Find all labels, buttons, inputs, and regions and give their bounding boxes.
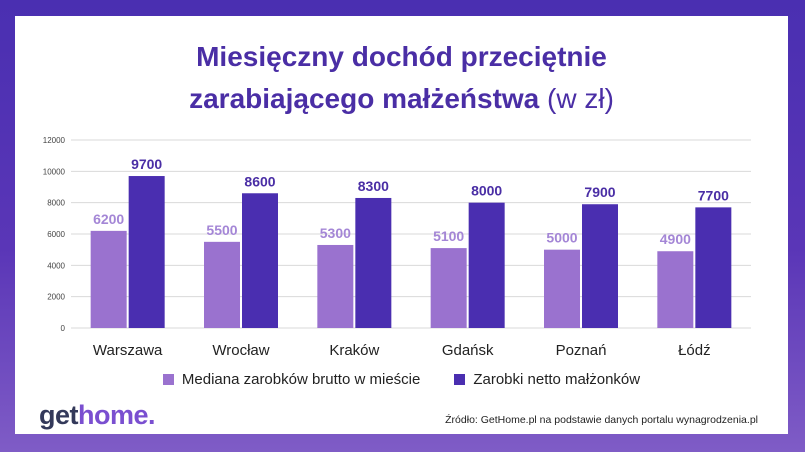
data-label-1-6: 4900 xyxy=(660,231,691,247)
data-label-1-5: 5000 xyxy=(546,230,577,246)
bar-1-6 xyxy=(657,251,694,328)
bar-chart: 0 2000 4000 6000 8000 10000 12000 6200 9700 Warsz… xyxy=(43,136,751,359)
data-label-1-2: 5500 xyxy=(206,222,237,238)
legend: Mediana zarobków brutto w mieście Zarobk… xyxy=(15,371,788,388)
data-label-2-4: 8000 xyxy=(471,183,502,199)
y-tick-label-6000: 6000 xyxy=(47,230,65,239)
x-tick-label-3: Kraków xyxy=(329,342,379,359)
x-tick-label-6: Łódź xyxy=(678,342,711,359)
chart-card: Miesięczny dochód przeciętnie zarabiając… xyxy=(15,16,788,434)
bar-2-1 xyxy=(128,176,165,328)
y-tick-label-8000: 8000 xyxy=(47,199,65,208)
title-line-1: Miesięczny dochód przeciętnie xyxy=(196,41,607,72)
x-tick-label-2: Wrocław xyxy=(212,342,269,359)
bar-1-4 xyxy=(430,248,467,328)
data-label-2-5: 7900 xyxy=(584,184,615,200)
y-tick-label-0: 0 xyxy=(61,324,66,333)
bar-1-1 xyxy=(90,230,127,328)
data-label-2-2: 8600 xyxy=(244,173,275,189)
title-unit: (w zł) xyxy=(547,83,614,114)
data-label-1-1: 6200 xyxy=(93,211,124,227)
title-line-2: zarabiającego małżeństwa xyxy=(189,83,540,114)
x-tick-label-1: Warszawa xyxy=(93,342,163,359)
legend-item-series-2: Zarobki netto małżonków xyxy=(454,371,640,388)
logo-part-get: get xyxy=(39,400,79,430)
legend-label-series-1: Mediana zarobków brutto w mieście xyxy=(181,371,421,388)
x-tick-label-4: Gdańsk xyxy=(442,342,494,359)
bar-2-5 xyxy=(582,204,618,328)
bar-1-3 xyxy=(317,244,354,328)
chart-title: Miesięczny dochód przeciętnie zarabiając… xyxy=(15,36,788,120)
data-label-2-3: 8300 xyxy=(358,178,389,194)
data-label-2-1: 9700 xyxy=(131,156,162,172)
data-label-1-3: 5300 xyxy=(320,225,351,241)
y-tick-label-10000: 10000 xyxy=(43,167,66,176)
y-tick-label-4000: 4000 xyxy=(47,261,65,270)
logo-part-home: home. xyxy=(78,400,156,430)
legend-swatch-series-2 xyxy=(454,374,466,385)
source-note: Źródło: GetHome.pl na podstawie danych p… xyxy=(445,414,758,426)
legend-label-series-2: Zarobki netto małżonków xyxy=(473,371,641,388)
legend-item-series-1: Mediana zarobków brutto w mieście xyxy=(162,371,421,388)
y-tick-label-2000: 2000 xyxy=(47,293,65,302)
bar-2-6 xyxy=(695,207,732,328)
y-tick-label-12000: 12000 xyxy=(43,136,66,145)
data-label-2-6: 7700 xyxy=(698,187,729,203)
data-label-1-4: 5100 xyxy=(433,228,464,244)
bar-1-2 xyxy=(204,241,240,328)
x-tick-label-5: Poznań xyxy=(556,342,607,359)
bar-2-3 xyxy=(355,197,392,328)
bar-1-5 xyxy=(544,249,580,328)
legend-swatch-series-1 xyxy=(162,374,174,385)
bar-2-2 xyxy=(242,193,278,328)
bar-2-4 xyxy=(468,202,505,328)
gethome-logo: gethome. xyxy=(39,400,156,431)
